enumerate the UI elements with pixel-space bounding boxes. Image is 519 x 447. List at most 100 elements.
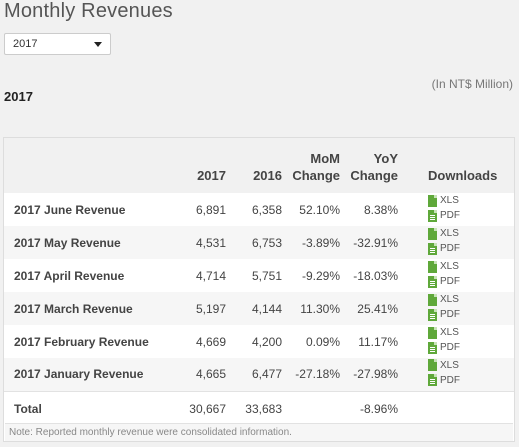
pdf-download-link[interactable]: PDF: [428, 242, 460, 255]
table-row: 2017 May Revenue 4,531 6,753 -3.89% -32.…: [4, 226, 514, 259]
xls-download-link[interactable]: XLS: [428, 293, 459, 306]
row-mom: 11.30%: [300, 301, 340, 316]
total-row: Total 30,667 33,683 -8.96%: [4, 390, 514, 426]
row-downloads: XLS PDF: [402, 292, 514, 325]
xls-download-link[interactable]: XLS: [428, 260, 459, 273]
page-title: Monthly Revenues: [4, 0, 173, 22]
row-2017: 4,669: [195, 334, 226, 349]
header-downloads: Downloads: [428, 168, 498, 183]
row-yoy: 25.41%: [357, 301, 398, 316]
row-mom: 52.10%: [299, 202, 340, 217]
year-select[interactable]: 2017: [4, 33, 111, 55]
table-row: 2017 February Revenue 4,669 4,200 0.09% …: [4, 325, 514, 358]
row-label: 2017 February Revenue: [14, 334, 149, 349]
pdf-file-icon: [428, 242, 437, 255]
header-yoy-line1: YoY: [373, 151, 398, 166]
row-yoy: 8.38%: [363, 202, 398, 217]
table-row: 2017 June Revenue 6,891 6,358 52.10% 8.3…: [4, 193, 514, 226]
row-downloads: XLS PDF: [402, 358, 514, 391]
xls-label: XLS: [440, 294, 459, 305]
xls-download-link[interactable]: XLS: [428, 359, 459, 372]
total-yoy: -8.96%: [344, 390, 402, 426]
row-yoy: -18.03%: [353, 268, 398, 283]
xls-label: XLS: [440, 359, 459, 371]
row-label: 2017 April Revenue: [14, 268, 125, 283]
table-row: 2017 March Revenue 5,197 4,144 11.30% 25…: [4, 292, 514, 325]
revenue-panel: 2017 2016 MoM Change YoY Change Download…: [3, 137, 515, 442]
row-mom: -9.29%: [301, 268, 340, 283]
total-mom: [286, 390, 344, 426]
pdf-label: PDF: [440, 374, 460, 386]
pdf-download-link[interactable]: PDF: [428, 308, 460, 321]
row-label: 2017 March Revenue: [14, 301, 133, 316]
header-mom-line1: MoM: [310, 151, 340, 166]
footnote: Note: Reported monthly revenue were cons…: [5, 423, 513, 441]
chevron-down-icon: [94, 42, 102, 47]
header-label: [4, 138, 174, 193]
pdf-download-link[interactable]: PDF: [428, 341, 460, 354]
row-yoy: 11.17%: [358, 334, 398, 349]
table-row: 2017 April Revenue 4,714 5,751 -9.29% -1…: [4, 259, 514, 292]
row-label: 2017 January Revenue: [14, 367, 144, 382]
table-row: 2017 January Revenue 4,665 6,477 -27.18%…: [4, 358, 514, 391]
total-2016: 33,683: [230, 390, 286, 426]
row-yoy: -27.98%: [353, 367, 398, 382]
pdf-label: PDF: [440, 309, 460, 320]
pdf-download-link[interactable]: PDF: [428, 275, 460, 288]
pdf-label: PDF: [440, 210, 460, 221]
row-2016: 6,358: [251, 202, 282, 217]
pdf-label: PDF: [440, 243, 460, 254]
spreadsheet-file-icon: [428, 194, 437, 207]
xls-download-link[interactable]: XLS: [428, 194, 459, 207]
pdf-file-icon: [428, 275, 437, 288]
total-2017: 30,667: [174, 390, 230, 426]
row-2017: 5,197: [195, 301, 226, 316]
row-2016: 5,751: [251, 268, 282, 283]
row-label: 2017 June Revenue: [14, 202, 126, 217]
section-year: 2017: [4, 89, 33, 104]
xls-label: XLS: [440, 195, 459, 206]
row-2016: 6,477: [251, 367, 282, 382]
row-downloads: XLS PDF: [402, 226, 514, 259]
pdf-download-link[interactable]: PDF: [428, 209, 460, 222]
row-2017: 4,665: [195, 367, 226, 382]
spreadsheet-file-icon: [428, 293, 437, 306]
spreadsheet-file-icon: [428, 260, 437, 273]
row-yoy: -32.91%: [353, 235, 398, 250]
row-downloads: XLS PDF: [402, 259, 514, 292]
row-mom: 0.09%: [305, 334, 340, 349]
pdf-file-icon: [428, 209, 437, 222]
table-header-row: 2017 2016 MoM Change YoY Change Download…: [4, 138, 514, 193]
unit-note: (In NT$ Million): [431, 77, 513, 91]
row-2017: 4,531: [195, 235, 226, 250]
header-yoy-line2: Change: [350, 168, 398, 183]
row-2016: 4,200: [251, 334, 282, 349]
pdf-file-icon: [428, 374, 437, 387]
header-mom-line2: Change: [292, 168, 340, 183]
spreadsheet-file-icon: [428, 359, 437, 372]
row-downloads: XLS PDF: [402, 325, 514, 358]
total-downloads: [402, 390, 514, 426]
pdf-download-link[interactable]: PDF: [428, 374, 460, 387]
row-label: 2017 May Revenue: [14, 235, 121, 250]
pdf-file-icon: [428, 308, 437, 321]
header-2016: 2016: [253, 168, 282, 183]
header-mom: MoM Change: [286, 138, 344, 193]
row-downloads: XLS PDF: [402, 193, 514, 226]
revenue-table: 2017 2016 MoM Change YoY Change Download…: [4, 138, 514, 426]
row-mom: -3.89%: [301, 235, 340, 250]
row-mom: -27.18%: [295, 367, 340, 382]
xls-label: XLS: [440, 228, 459, 239]
pdf-label: PDF: [440, 276, 460, 287]
pdf-file-icon: [428, 341, 437, 354]
row-2016: 6,753: [251, 235, 282, 250]
total-label: Total: [4, 390, 174, 426]
xls-label: XLS: [440, 327, 459, 338]
year-select-value: 2017: [13, 38, 38, 50]
xls-download-link[interactable]: XLS: [428, 326, 459, 339]
xls-download-link[interactable]: XLS: [428, 227, 459, 240]
spreadsheet-file-icon: [428, 326, 437, 339]
spreadsheet-file-icon: [428, 227, 437, 240]
row-2016: 4,144: [251, 301, 282, 316]
header-2017: 2017: [197, 168, 226, 183]
